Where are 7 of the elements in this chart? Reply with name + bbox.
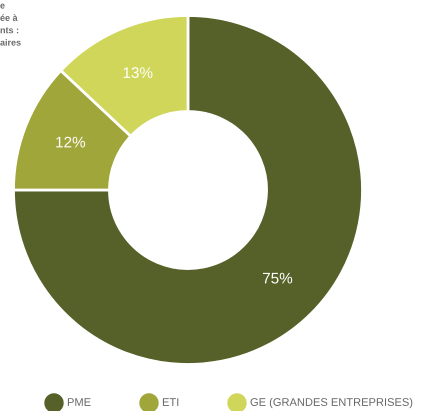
legend-label: GE (GRANDES ENTREPRISES) bbox=[250, 398, 412, 408]
legend-label: PME bbox=[68, 398, 91, 406]
text: e ée à nts : aires bbox=[0, 4, 21, 46]
legend-label: ETI bbox=[162, 398, 178, 406]
data-label: 13% bbox=[124, 67, 152, 78]
data-label: 12% bbox=[56, 136, 86, 148]
data-label: 75% bbox=[262, 272, 292, 284]
